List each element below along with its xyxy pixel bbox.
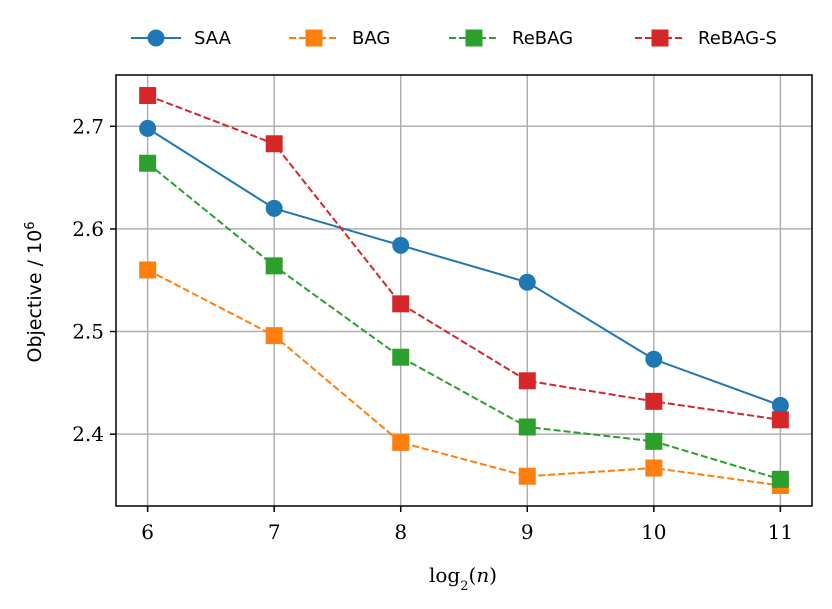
y-tick-label: 2.5: [72, 320, 104, 344]
data-point: [265, 135, 283, 153]
data-point: [139, 261, 157, 279]
data-point: [265, 199, 283, 217]
data-point: [518, 467, 536, 485]
x-axis-title: log2(n): [429, 563, 497, 594]
legend-label: BAG: [352, 28, 390, 49]
grid: [116, 75, 812, 506]
series-saa: [139, 119, 789, 414]
ticks: 6 7 8 9 10 11 2.4 2.5 2.6 2.7: [72, 114, 793, 544]
data-point: [771, 396, 789, 414]
series-line: [147, 94, 781, 421]
x-tick-label: 10: [641, 520, 666, 544]
series-rebag-s: [139, 87, 789, 429]
legend-item: BAG: [289, 28, 390, 49]
x-tick-label: 7: [268, 520, 281, 544]
legend-label: ReBAG-S: [698, 28, 777, 49]
legend-item: SAA: [131, 28, 232, 49]
legend-marker: [651, 29, 669, 47]
data-point: [139, 87, 157, 105]
x-tick-label: 8: [394, 520, 407, 544]
data-point: [645, 392, 663, 410]
data-point: [392, 348, 410, 366]
series-rebag: [139, 154, 789, 488]
y-tick-label: 2.6: [72, 217, 104, 241]
x-tick-label: 11: [768, 520, 793, 544]
legend-label: SAA: [194, 28, 232, 49]
data-point: [392, 433, 410, 451]
series-bag: [139, 261, 789, 494]
legend-label: ReBAG: [512, 28, 573, 49]
plot-frame: [115, 74, 813, 507]
data-point: [392, 236, 410, 254]
data-point: [265, 327, 283, 345]
y-axis-title: Objective / 106: [23, 221, 47, 362]
legend-marker: [147, 29, 165, 47]
legend: SAA BAG ReBAG ReBAG-S: [131, 28, 777, 49]
series-line: [147, 162, 781, 481]
data-point: [518, 372, 536, 390]
series-line: [147, 127, 781, 407]
series-line: [147, 269, 781, 487]
data-point: [645, 432, 663, 450]
y-tick-label: 2.4: [72, 422, 104, 446]
x-tick-label: 9: [521, 520, 534, 544]
legend-item: ReBAG-S: [635, 28, 777, 49]
data-point: [392, 295, 410, 313]
data-point: [645, 459, 663, 477]
legend-marker: [305, 29, 323, 47]
data-point: [265, 257, 283, 275]
data-point: [518, 418, 536, 436]
data-point: [771, 411, 789, 429]
data-point: [139, 119, 157, 137]
series-layer: [139, 87, 789, 494]
legend-item: ReBAG: [449, 28, 573, 49]
data-point: [645, 350, 663, 368]
y-tick-label: 2.7: [72, 114, 104, 138]
legend-marker: [465, 29, 483, 47]
data-point: [139, 154, 157, 172]
data-point: [518, 273, 536, 291]
data-point: [771, 470, 789, 488]
x-tick-label: 6: [141, 520, 154, 544]
